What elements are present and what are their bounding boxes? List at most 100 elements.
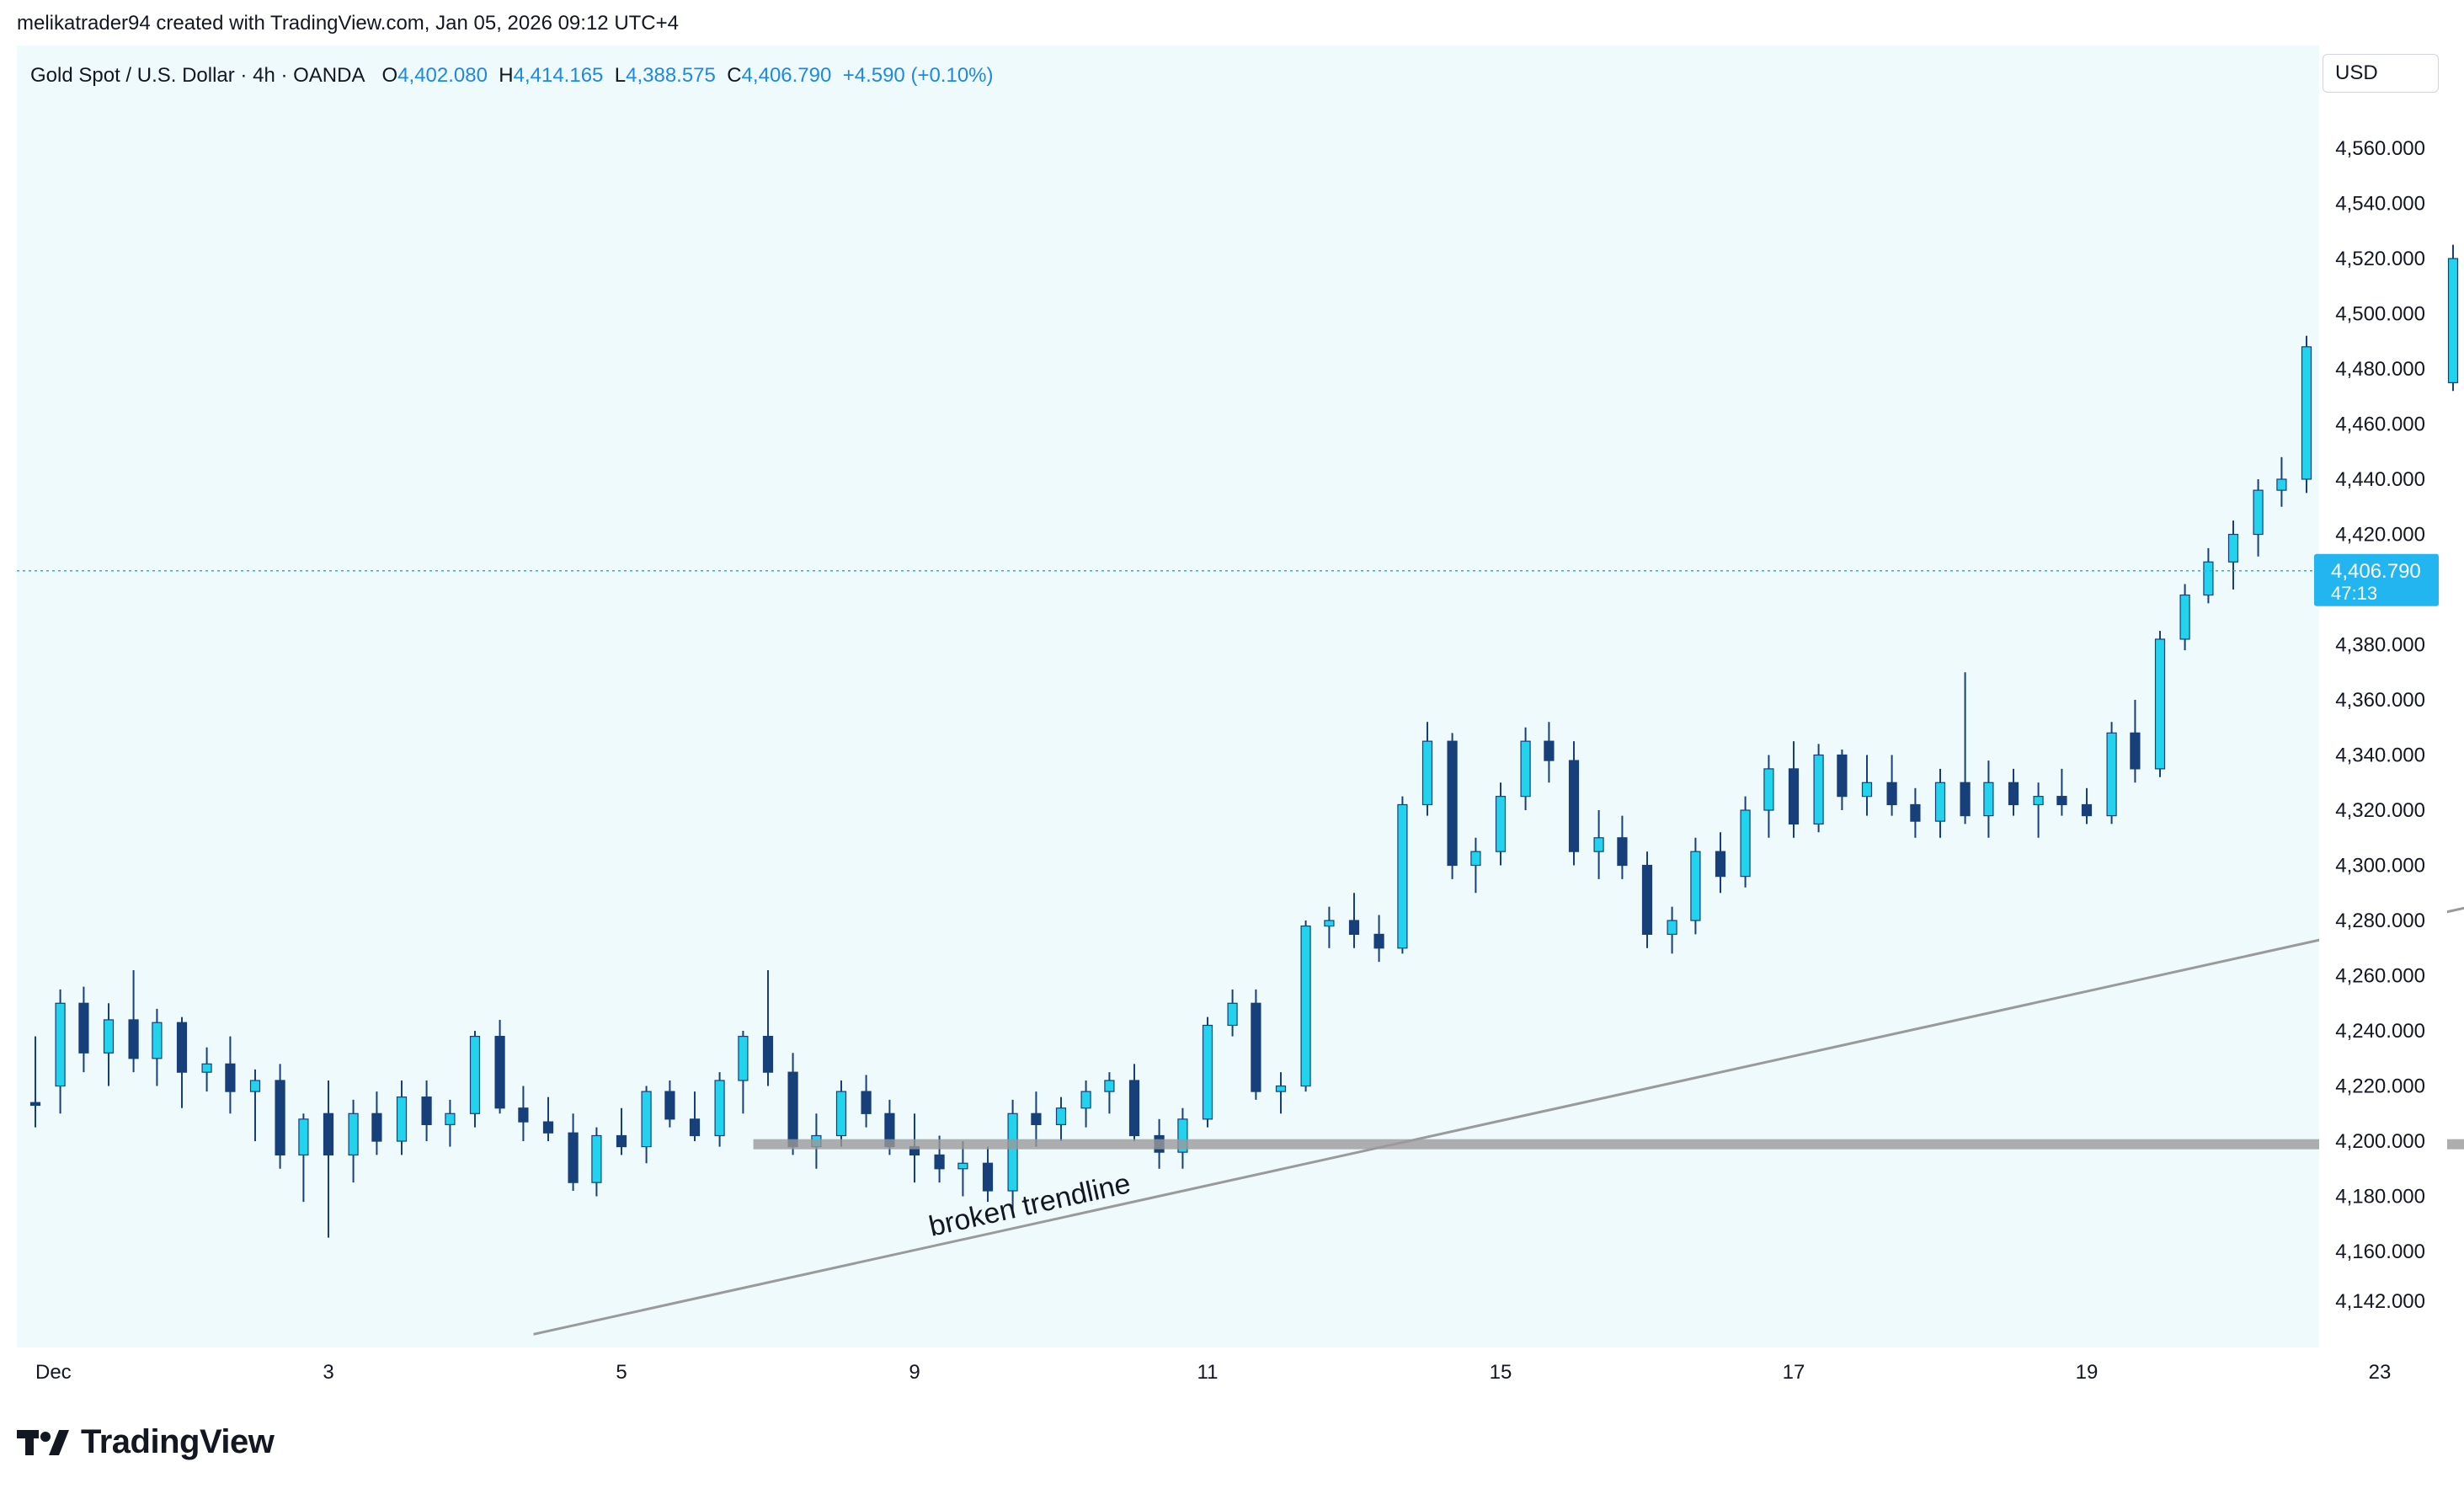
candle-body	[1544, 740, 1555, 761]
high-value: 4,414.165	[513, 64, 604, 87]
candle-body	[1837, 754, 1848, 798]
candle-body	[957, 1162, 968, 1170]
candle-body	[1275, 1085, 1287, 1092]
price-tick-label: 4,180.000	[2335, 1186, 2425, 1209]
candle-body	[1495, 796, 1507, 852]
close-label: C	[727, 64, 742, 87]
price-tick-label: 4,280.000	[2335, 910, 2425, 932]
candle-body	[1740, 809, 1751, 878]
time-tick-label: 15	[1490, 1361, 1512, 1384]
current-price-badge	[2314, 553, 2439, 606]
candle-body	[2301, 346, 2312, 480]
price-tick-label: 4,520.000	[2335, 248, 2425, 270]
candle-body	[1104, 1080, 1115, 1092]
time-tick-label: 23	[2369, 1361, 2392, 1384]
candle-body	[1128, 1080, 1140, 1137]
candle-body	[2447, 258, 2459, 383]
price-tick-label: 4,480.000	[2335, 358, 2425, 381]
footer-logo[interactable]: TradingView	[17, 1423, 275, 1461]
candle-body	[298, 1118, 309, 1156]
candle-body	[176, 1022, 188, 1073]
price-tick-label: 4,200.000	[2335, 1130, 2425, 1153]
high-label: H	[499, 64, 514, 87]
ohlc-legend: Gold Spot / U.S. Dollar · 4h · OANDA O4,…	[30, 64, 994, 88]
candle-body	[55, 1002, 66, 1087]
candle-body	[1690, 851, 1701, 921]
candle-body	[1763, 768, 1774, 811]
candle-body	[689, 1118, 701, 1137]
low-label: L	[614, 64, 627, 87]
candle-body	[1861, 782, 1873, 798]
candle-body	[1202, 1024, 1213, 1120]
time-tick-label: Dec	[35, 1361, 72, 1384]
price-tick-label: 4,420.000	[2335, 524, 2425, 547]
candle-body	[1177, 1118, 1188, 1153]
candle-body	[1960, 782, 1971, 817]
candle-body	[323, 1112, 334, 1156]
candle-body	[2008, 782, 2019, 806]
candle-body	[1910, 803, 1921, 822]
candle-body	[1421, 740, 1433, 806]
price-axis-panel	[2319, 45, 2447, 1395]
candle-body	[1934, 782, 1946, 822]
candle-body	[1715, 851, 1726, 878]
candle-body	[1055, 1107, 1067, 1125]
candle-body	[664, 1091, 675, 1120]
currency-selector[interactable]: USD	[2323, 54, 2439, 93]
candle-body	[2203, 561, 2214, 596]
candle-body	[396, 1096, 408, 1142]
author-line: melikatrader94 created with TradingView.…	[17, 12, 679, 35]
candle-body	[1593, 837, 1604, 852]
candle-body	[2056, 796, 2067, 806]
candle-body	[1227, 1002, 1238, 1027]
candle-body	[201, 1063, 212, 1073]
candle-body	[348, 1112, 359, 1156]
current-price-label: 4,406.790	[2331, 560, 2421, 583]
open-label: O	[381, 64, 398, 87]
candle-body	[835, 1091, 847, 1137]
candle-body	[568, 1132, 579, 1183]
candle-body	[641, 1091, 652, 1148]
candle-body	[1617, 837, 1628, 867]
candle-body	[982, 1162, 994, 1192]
candle-body	[2154, 638, 2166, 770]
price-tick-label: 4,360.000	[2335, 689, 2425, 712]
broken-trendline	[533, 906, 2464, 1336]
candle-body	[29, 1102, 41, 1107]
candle-body	[494, 1035, 505, 1109]
price-tick-label: 4,160.000	[2335, 1241, 2425, 1263]
time-tick-label: 5	[616, 1361, 627, 1384]
candle-body	[714, 1080, 725, 1137]
brand-name: TradingView	[81, 1423, 275, 1460]
candle-body	[1641, 864, 1653, 936]
time-tick-label: 17	[1783, 1361, 1805, 1384]
price-tick-label: 4,142.000	[2335, 1290, 2425, 1313]
candles-layer	[29, 244, 2459, 1238]
candle-body	[2253, 489, 2264, 536]
candle-body	[1080, 1091, 1091, 1109]
candle-body	[421, 1096, 432, 1125]
candle-body	[1568, 760, 1580, 852]
candle-body	[2130, 732, 2141, 770]
candle-body	[1447, 740, 1458, 867]
price-tick-label: 4,500.000	[2335, 303, 2425, 326]
tradingview-logo-icon	[17, 1429, 69, 1455]
candle-body	[1031, 1112, 1042, 1125]
candle-body	[128, 1019, 139, 1059]
candle-body	[2081, 803, 2093, 817]
candle-body	[934, 1154, 945, 1170]
candle-body	[1886, 782, 1897, 806]
candle-body	[2033, 796, 2044, 806]
candle-body	[1813, 754, 1824, 825]
candle-body	[591, 1134, 602, 1183]
candle-body	[469, 1035, 481, 1114]
candle-body	[762, 1035, 774, 1073]
price-tick-label: 4,220.000	[2335, 1075, 2425, 1098]
candle-body	[445, 1112, 456, 1125]
candle-body	[2227, 533, 2239, 563]
axes-layer: 4,560.000 4,540.000 4,520.000 4,500.000 4,48…	[17, 45, 2447, 1395]
candle-body	[1788, 768, 1800, 825]
time-tick-label: 9	[909, 1361, 920, 1384]
candle-body	[152, 1022, 163, 1059]
